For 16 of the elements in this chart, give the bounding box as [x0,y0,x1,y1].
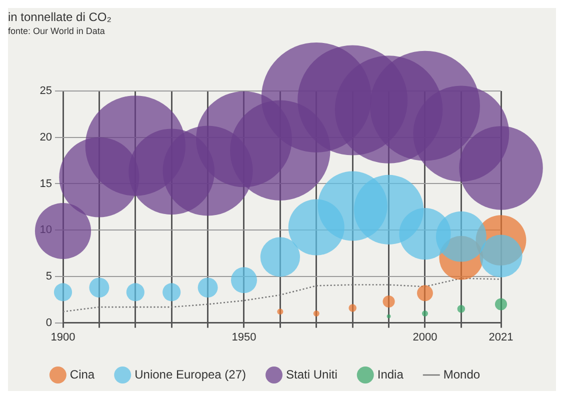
legend-label: Mondo [443,367,480,382]
y-tick-label: 0 [46,316,52,329]
source-note: fonte: Our World in Data [8,25,106,36]
x-tick-label: 1900 [50,331,76,344]
legend-label: India [377,367,404,382]
chart-subtitle: in tonnellate di CO₂ [8,9,112,24]
x-tick-label: 2021 [488,331,514,344]
y-tick-label: 25 [40,85,52,98]
y-tick-label: 5 [46,270,52,282]
x-tick-label: 1950 [232,331,256,344]
y-tick-label: 15 [40,178,52,190]
legend-label: Cina [70,367,95,382]
legend-label: Stati Uniti [286,367,338,382]
y-tick-label: 20 [40,131,52,144]
legend-label: Unione Europea (27) [134,367,246,382]
x-tick-label: 2000 [412,331,438,344]
